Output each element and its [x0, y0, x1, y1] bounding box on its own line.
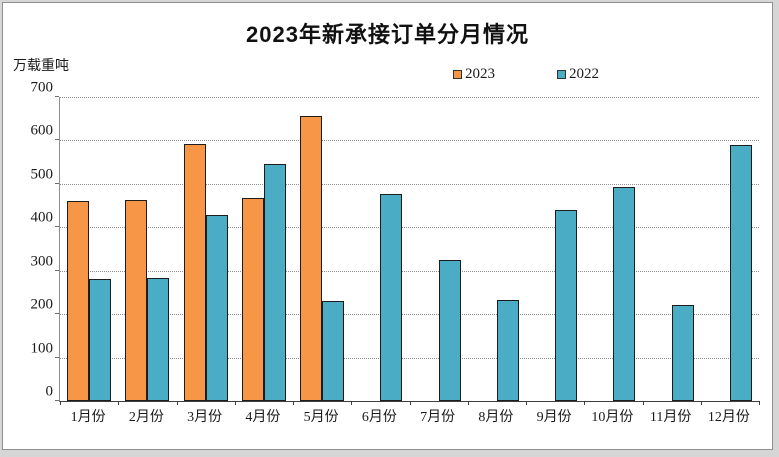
bar-group-7月份	[410, 97, 468, 401]
y-tick-mark	[55, 356, 59, 358]
y-tick-mark	[55, 226, 59, 228]
x-tick-label-3月份: 3月份	[187, 410, 223, 425]
bar-2023-1月份	[67, 201, 90, 401]
y-tick-mark	[55, 96, 59, 97]
bar-2022-8月份	[496, 300, 519, 401]
y-tick-label-0: 0	[45, 383, 54, 400]
plot-area	[55, 96, 760, 405]
y-tick-label-100: 100	[30, 340, 54, 357]
x-tick-mark	[293, 401, 294, 405]
gridline-500	[60, 183, 759, 185]
bar-2022-9月份	[555, 210, 578, 401]
x-tick-label-2月份: 2月份	[128, 410, 164, 425]
legend-item-2023: 2023	[453, 66, 495, 83]
bar-2022-2月份	[147, 278, 170, 401]
gridline-600	[60, 140, 759, 142]
bar-2022-4月份	[263, 164, 286, 401]
bar-2022-7月份	[438, 260, 461, 401]
x-tick-mark	[177, 401, 178, 405]
chart-frame: 2023年新承接订单分月情况 万载重吨 2023 2022 0 100 200 300…	[2, 2, 773, 450]
bar-group-9月份	[526, 97, 584, 401]
bar-2022-1月份	[89, 279, 112, 401]
bar-group-11月份	[643, 97, 701, 401]
bar-group-10月份	[584, 97, 642, 401]
y-tick-mark	[55, 139, 59, 141]
x-tick-label-1月份: 1月份	[70, 410, 106, 425]
y-tick-label-200: 200	[30, 296, 54, 313]
bar-group-4月份	[235, 97, 293, 401]
bar-2023-5月份	[300, 116, 323, 401]
y-axis-unit-label: 万载重吨	[13, 59, 69, 74]
x-tick-mark	[701, 401, 702, 405]
x-tick-label-11月份: 11月份	[649, 410, 692, 425]
bar-group-1月份	[60, 97, 118, 401]
x-tick-label-12月份: 12月份	[707, 410, 750, 425]
bar-group-2月份	[118, 97, 176, 401]
legend-swatch-2023-icon	[453, 70, 462, 79]
x-tick-label-10月份: 10月份	[591, 410, 634, 425]
y-tick-label-400: 400	[30, 209, 54, 226]
bar-2022-12月份	[729, 145, 752, 401]
bar-2022-5月份	[322, 301, 345, 401]
bar-2022-6月份	[380, 194, 403, 401]
bar-group-3月份	[177, 97, 235, 401]
x-tick-mark	[526, 401, 527, 405]
y-tick-label-500: 500	[30, 166, 54, 183]
x-tick-mark	[60, 401, 61, 405]
bar-2022-10月份	[613, 187, 636, 401]
x-tick-mark	[759, 401, 760, 405]
x-tick-label-7月份: 7月份	[420, 410, 456, 425]
y-axis-labels: 0 100 200 300 400 500 600 700	[3, 80, 54, 401]
legend-label-2022: 2022	[569, 66, 599, 82]
y-tick-mark	[55, 400, 59, 401]
x-tick-mark	[410, 401, 411, 405]
x-tick-mark	[118, 401, 119, 405]
gridline-200	[60, 314, 759, 316]
x-tick-label-6月份: 6月份	[361, 410, 397, 425]
x-tick-label-4月份: 4月份	[245, 410, 281, 425]
legend-label-2023: 2023	[465, 66, 495, 82]
bar-group-5月份	[293, 97, 351, 401]
y-tick-mark	[55, 313, 59, 315]
bar-group-6月份	[351, 97, 409, 401]
chart-title: 2023年新承接订单分月情况	[246, 22, 529, 47]
x-tick-mark	[351, 401, 352, 405]
bar-2022-3月份	[205, 215, 228, 401]
gridline-700	[60, 97, 759, 98]
x-tick-mark	[584, 401, 585, 405]
x-tick-label-8月份: 8月份	[478, 410, 514, 425]
bar-2023-2月份	[125, 200, 148, 401]
y-tick-mark	[55, 182, 59, 184]
legend: 2023 2022	[453, 66, 599, 83]
bar-2023-4月份	[241, 198, 264, 401]
bar-group-8月份	[468, 97, 526, 401]
y-tick-mark	[55, 269, 59, 271]
x-tick-mark	[643, 401, 644, 405]
x-tick-label-9月份: 9月份	[536, 410, 572, 425]
legend-item-2022: 2022	[557, 66, 599, 83]
gridline-400	[60, 227, 759, 229]
legend-swatch-2022-icon	[557, 70, 566, 79]
bar-2022-11月份	[671, 305, 694, 401]
y-tick-label-300: 300	[30, 253, 54, 270]
x-axis-labels: 1月份 2月份 3月份 4月份 5月份 6月份 7月份 8月份 9月份 10月份 11月份 12月份	[59, 406, 758, 426]
gridline-100	[60, 357, 759, 359]
x-tick-label-5月份: 5月份	[303, 410, 339, 425]
y-tick-label-600: 600	[30, 122, 54, 139]
y-tick-label-700: 700	[30, 79, 54, 96]
bar-2023-3月份	[183, 144, 206, 401]
bar-group-12月份	[701, 97, 759, 401]
x-tick-mark	[468, 401, 469, 405]
gridline-300	[60, 270, 759, 272]
x-tick-mark	[235, 401, 236, 405]
